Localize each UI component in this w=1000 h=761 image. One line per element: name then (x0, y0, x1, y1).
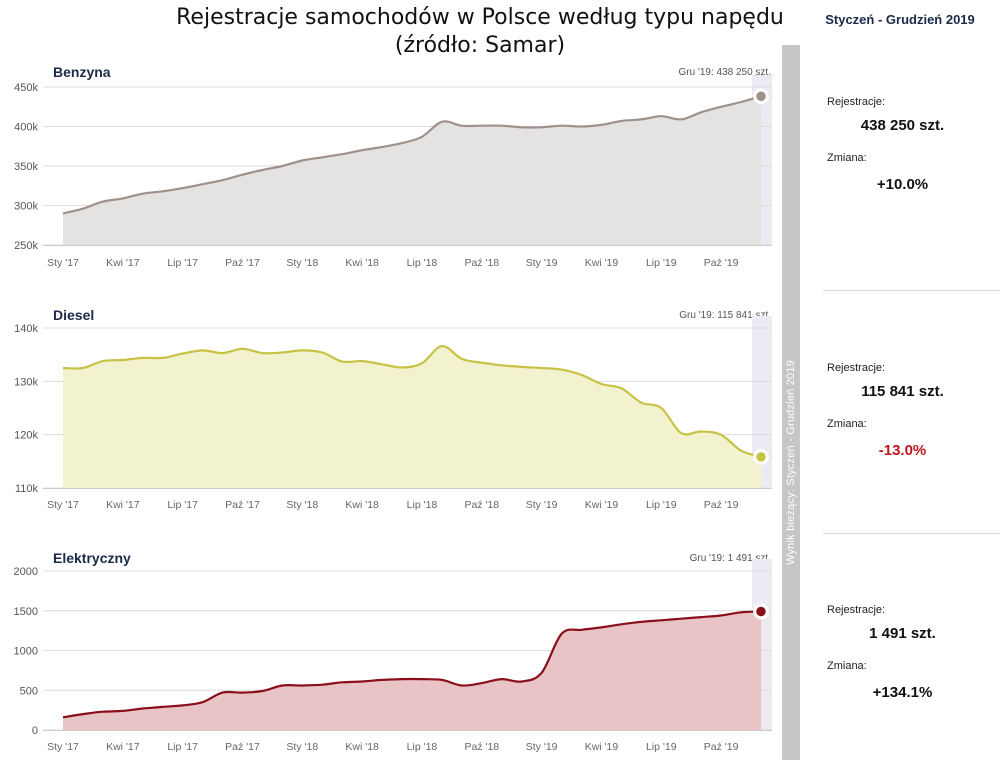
x-tick-label: Sty '17 (47, 741, 79, 753)
x-tick-label: Kwi '18 (345, 499, 379, 511)
x-tick-label: Paź '19 (704, 257, 739, 269)
area-fill (63, 96, 761, 245)
latest-point[interactable] (754, 450, 768, 464)
x-tick-label: Paź '17 (225, 499, 260, 511)
page-title-line-2: (źródło: Samar) (394, 33, 566, 58)
latest-point[interactable] (754, 605, 768, 618)
series-line (62, 345, 762, 458)
registrations-label: Rejestracje: (827, 96, 886, 108)
series-line (62, 95, 762, 215)
x-tick-label: Paź '17 (225, 741, 260, 753)
x-tick-label: Paź '18 (464, 741, 499, 753)
period-header: Styczeń - Grudzień 2019 (825, 12, 975, 27)
x-tick-label: Kwi '19 (585, 741, 619, 753)
x-tick-label: Lip '17 (167, 257, 198, 269)
registrations-label: Rejestracje: (827, 362, 886, 374)
x-tick-label: Paź '19 (704, 499, 739, 511)
chart-title: Benzyna (53, 64, 111, 80)
x-tick-label: Sty '19 (526, 257, 558, 269)
stats-panel-benzyna: Rejestracje: 438 250 szt. Zmiana: +10.0% (805, 96, 1000, 193)
x-tick-label: Sty '18 (286, 499, 318, 511)
panel-divider (823, 290, 1000, 291)
y-tick-label: 120k (14, 430, 38, 442)
x-tick-label: Paź '17 (225, 257, 260, 269)
registrations-value: 115 841 szt. (861, 383, 944, 400)
x-tick-label: Sty '17 (47, 257, 79, 269)
x-tick-label: Sty '18 (286, 741, 318, 753)
x-tick-label: Lip '17 (167, 741, 198, 753)
x-tick-label: Kwi '17 (106, 741, 140, 753)
x-tick-label: Lip '19 (646, 741, 677, 753)
change-label: Zmiana: (827, 660, 867, 672)
x-tick-label: Kwi '19 (585, 257, 619, 269)
change-value: -13.0% (878, 442, 927, 459)
x-tick-label: Kwi '19 (585, 499, 619, 511)
y-tick-label: 500 (20, 685, 38, 697)
page-title: Rejestracje samochodów w Polsce według t… (130, 4, 830, 60)
latest-value-annotation: Gru '19: 1 491 szt. (690, 553, 771, 564)
x-tick-label: Lip '18 (407, 499, 438, 511)
registrations-value: 438 250 szt. (860, 117, 945, 134)
y-tick-label: 2000 (14, 566, 38, 578)
y-tick-label: 250k (14, 240, 38, 252)
page-title-line-1: Rejestracje samochodów w Polsce według t… (176, 5, 784, 30)
registrations-value: 1 491 szt. (869, 625, 936, 642)
change-value: +10.0% (876, 176, 929, 193)
current-result-bar-label: Wynik bieżący: Styczeń - Grudzień 2019 (785, 360, 797, 565)
x-tick-label: Sty '18 (286, 257, 318, 269)
x-tick-label: Lip '18 (407, 257, 438, 269)
x-tick-label: Kwi '18 (345, 741, 379, 753)
y-tick-label: 350k (14, 161, 38, 173)
area-fill (63, 346, 761, 488)
chart-benzyna: Benzyna Gru '19: 438 250 szt. 250k 300k 350k… (14, 64, 772, 269)
registrations-label: Rejestracje: (827, 604, 886, 616)
x-tick-label: Sty '17 (47, 499, 79, 511)
y-tick-label: 110k (15, 483, 39, 495)
x-tick-label: Lip '19 (646, 257, 677, 269)
current-result-bar (782, 45, 800, 760)
y-tick-label: 130k (14, 376, 38, 388)
x-tick-label: Lip '17 (167, 499, 198, 511)
y-tick-label: 450k (14, 82, 38, 94)
change-label: Zmiana: (827, 152, 867, 164)
chart-diesel: Diesel Gru '19: 115 841 szt. 110k 120k 130k 1… (14, 307, 772, 511)
chart-title: Diesel (53, 307, 94, 323)
y-tick-label: 140k (14, 323, 38, 335)
chart-elektryczny: Elektryczny Gru '19: 1 491 szt. 0 500 1000 15… (14, 550, 772, 753)
y-tick-label: 1000 (14, 646, 38, 658)
stats-panel-diesel: Rejestracje: 115 841 szt. Zmiana: -13.0% (805, 362, 1000, 459)
x-tick-label: Paź '18 (464, 499, 499, 511)
x-tick-label: Paź '19 (704, 741, 739, 753)
x-tick-label: Paź '18 (464, 257, 499, 269)
stats-panel-elektryczny: Rejestracje: 1 491 szt. Zmiana: +134.1% (805, 604, 1000, 701)
chart-title: Elektryczny (53, 550, 131, 566)
latest-point[interactable] (754, 90, 768, 103)
y-tick-label: 1500 (14, 606, 38, 618)
x-tick-label: Lip '18 (407, 741, 438, 753)
area-fill (63, 611, 761, 730)
current-month-band (752, 316, 772, 488)
x-tick-label: Lip '19 (646, 499, 677, 511)
x-tick-label: Kwi '17 (106, 499, 140, 511)
change-value: +134.1% (872, 684, 933, 701)
x-tick-label: Kwi '17 (106, 257, 140, 269)
latest-value-annotation: Gru '19: 115 841 szt. (679, 310, 771, 321)
y-tick-label: 300k (14, 201, 38, 213)
panel-divider (823, 533, 1000, 534)
y-tick-label: 400k (14, 122, 38, 134)
x-tick-label: Sty '19 (526, 499, 558, 511)
x-tick-label: Kwi '18 (345, 257, 379, 269)
x-tick-label: Sty '19 (526, 741, 558, 753)
change-label: Zmiana: (827, 418, 867, 430)
series-line (62, 610, 762, 719)
y-tick-label: 0 (32, 725, 38, 737)
latest-value-annotation: Gru '19: 438 250 szt. (678, 67, 771, 78)
